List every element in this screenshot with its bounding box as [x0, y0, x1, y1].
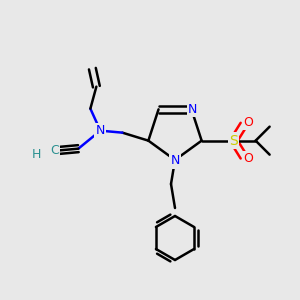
Text: C: C	[50, 144, 59, 157]
Text: N: N	[188, 103, 197, 116]
Text: N: N	[96, 124, 105, 137]
Text: H: H	[32, 148, 41, 161]
Text: O: O	[244, 152, 254, 165]
Text: S: S	[229, 134, 238, 148]
Text: N: N	[170, 154, 180, 167]
Text: O: O	[244, 116, 254, 129]
